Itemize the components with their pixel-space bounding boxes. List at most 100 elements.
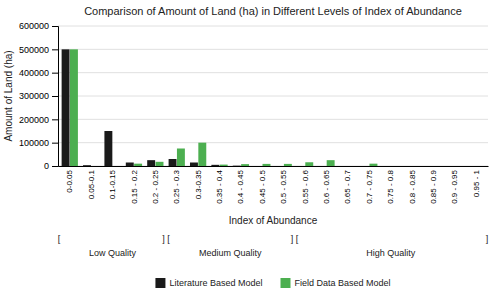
bar xyxy=(147,160,155,166)
grid-line xyxy=(58,142,488,143)
legend-swatch xyxy=(155,278,165,288)
x-tick-label: 0-0.05 xyxy=(65,169,74,192)
y-tick: 100000 xyxy=(19,138,58,148)
legend-item: Literature Based Model xyxy=(155,278,262,288)
group-label: High Quality xyxy=(366,248,416,258)
y-axis-title: Amount of Land (ha) xyxy=(3,50,14,141)
bar xyxy=(391,166,399,167)
y-tick-mark xyxy=(52,96,58,97)
x-axis-line xyxy=(59,166,489,167)
x-tick: 0.95 - 1 xyxy=(472,169,481,197)
bar xyxy=(70,49,78,166)
bar xyxy=(198,143,206,166)
group-label: Medium Quality xyxy=(199,248,262,258)
y-axis-line xyxy=(52,27,59,167)
x-tick-label: 0.65 - 0.7 xyxy=(343,169,352,203)
y-tick: 500000 xyxy=(19,45,58,55)
bar xyxy=(241,164,249,166)
bar xyxy=(305,162,313,166)
y-tick-label: 0 xyxy=(44,161,49,171)
x-tick-label: 0.75 - 0.8 xyxy=(386,169,395,203)
bar-series xyxy=(62,49,241,166)
y-tick-mark xyxy=(52,73,58,74)
bar xyxy=(233,165,241,166)
x-tick-label: 0.1-0.15 xyxy=(108,169,117,199)
bar xyxy=(348,166,356,167)
bar xyxy=(113,166,121,167)
bar xyxy=(361,166,369,167)
title: Comparison of Amount of Land (ha) in Dif… xyxy=(84,5,462,17)
y-tick-mark xyxy=(52,166,58,167)
x-tick: 0.3-0.35 xyxy=(194,169,203,199)
x-tick-label: 0.5 - 0.55 xyxy=(279,169,288,203)
bar xyxy=(276,166,284,167)
bar xyxy=(476,166,484,167)
grid-line xyxy=(58,26,488,27)
legend-label: Field Data Based Model xyxy=(295,278,391,288)
x-tick: 0.75 - 0.8 xyxy=(386,169,395,203)
legend-item: Field Data Based Model xyxy=(281,278,391,288)
group-bracket: ] [ xyxy=(162,234,170,244)
x-tick-label: 0.45 - 0.5 xyxy=(258,169,267,203)
x-tick: 0.2 - 0.25 xyxy=(151,169,160,203)
x-tick: 0.25 - 0.3 xyxy=(172,169,181,203)
x-tick-label: 0.7 - 0.75 xyxy=(365,169,374,203)
bar xyxy=(297,166,305,167)
grid-line xyxy=(58,72,488,73)
grid-line xyxy=(58,119,488,120)
bar-series xyxy=(70,49,377,166)
legend-swatch xyxy=(281,278,291,288)
x-tick-label: 0.4 - 0.45 xyxy=(236,169,245,203)
x-tick-label: 0.8 - 0.85 xyxy=(408,169,417,203)
bar xyxy=(468,166,476,167)
x-tick-label: 0.55 - 0.6 xyxy=(301,169,310,203)
x-tick: 0.45 - 0.5 xyxy=(258,169,267,203)
y-tick: 600000 xyxy=(19,21,58,31)
bar xyxy=(412,166,420,167)
bars xyxy=(62,49,378,166)
x-axis: 0-0.05 0.05-0.1 0.1-0.15 0.15 - 0.2 0.2 - 0.… xyxy=(59,167,489,204)
annotations: [Low Quality] [Medium Quality] [High Qua… xyxy=(58,234,488,258)
bar xyxy=(318,166,326,167)
bar xyxy=(177,149,185,167)
y-tick-label: 400000 xyxy=(19,68,49,78)
y-tick-label: 600000 xyxy=(19,21,49,31)
grid xyxy=(58,26,488,166)
group-bracket: ] [ xyxy=(291,234,299,244)
x-tick: 0.35 - 0.4 xyxy=(215,169,224,203)
y-tick-mark xyxy=(52,49,58,50)
bar xyxy=(83,165,91,166)
bar xyxy=(369,164,377,166)
y-tick: 0 xyxy=(44,161,58,171)
y-tick-mark xyxy=(52,119,58,120)
chart: Comparison of Amount of Land (ha) in Dif… xyxy=(0,0,500,306)
x-tick-label: 0.6 - 0.65 xyxy=(322,169,331,203)
x-tick: 0.1-0.15 xyxy=(108,169,117,199)
group-bracket: [ xyxy=(58,234,61,244)
y-tick: 400000 xyxy=(19,68,58,78)
bar xyxy=(383,166,391,167)
bar xyxy=(404,166,412,167)
y-tick-label: 300000 xyxy=(19,91,49,101)
bar xyxy=(104,131,112,166)
bar xyxy=(169,159,177,166)
x-tick: 0.15 - 0.2 xyxy=(130,169,139,203)
bar xyxy=(434,166,442,167)
x-tick: 0.05-0.1 xyxy=(87,169,96,199)
bar xyxy=(284,164,292,166)
bar xyxy=(327,160,335,166)
bar xyxy=(190,163,198,167)
bar xyxy=(263,164,271,166)
x-tick: 0.4 - 0.45 xyxy=(236,169,245,203)
x-tick: 0.9 - 0.95 xyxy=(450,169,459,203)
y-tick-label: 100000 xyxy=(19,138,49,148)
x-tick-label: 0.35 - 0.4 xyxy=(215,169,224,203)
x-tick-label: 0.3-0.35 xyxy=(194,169,203,199)
grid-line xyxy=(58,49,488,50)
bar xyxy=(91,166,99,167)
y-tick-mark xyxy=(52,143,58,144)
y-tick-label: 500000 xyxy=(19,45,49,55)
x-tick-label: 0.05-0.1 xyxy=(87,169,96,199)
bar xyxy=(220,165,228,166)
x-tick: 0.5 - 0.55 xyxy=(279,169,288,203)
